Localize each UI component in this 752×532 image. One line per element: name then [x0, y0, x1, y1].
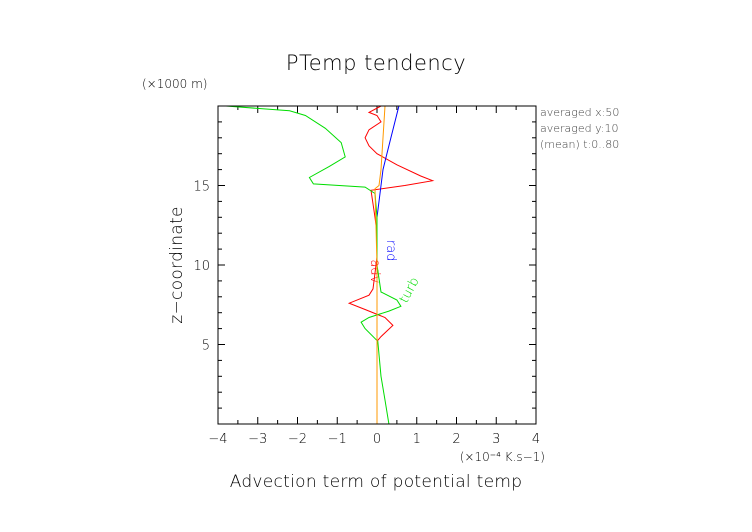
series-line-adv — [347, 105, 435, 424]
series-line-turb — [225, 105, 402, 425]
y-unit-label: (×1000 m) — [142, 77, 207, 91]
ticks: −4 −3 −2 −1 0 1 2 3 4 5 10 15 — [193, 106, 540, 447]
chart-title: PTemp tendency — [286, 51, 466, 75]
series-line-unnamed — [374, 105, 386, 424]
note-averaged-y: averaged y:10 — [540, 122, 619, 135]
y-tick-label: 5 — [202, 339, 210, 354]
x-tick-label: 4 — [532, 432, 540, 447]
note-averaged-x: averaged x:50 — [540, 106, 619, 119]
series-label-rad: rad — [383, 240, 398, 262]
x-axis-label: Advection term of potential temp — [230, 472, 523, 492]
x-tick-label: −4 — [208, 432, 227, 447]
y-axis-label: z−coordinate — [167, 206, 187, 323]
x-unit-label: (×10⁻⁴ K.s−1) — [460, 450, 545, 464]
x-tick-label: 2 — [452, 432, 460, 447]
x-tick-label: −3 — [248, 432, 267, 447]
x-tick-label: −2 — [288, 432, 307, 447]
series-label-adv: adv — [367, 259, 382, 283]
series-label-turb: turb — [397, 275, 423, 306]
x-tick-label: 0 — [373, 432, 381, 447]
note-mean-t: (mean) t:0..80 — [540, 138, 619, 151]
x-tick-label: 1 — [413, 432, 421, 447]
x-tick-label: −1 — [328, 432, 347, 447]
y-tick-label: 15 — [193, 180, 210, 195]
plot-frame — [217, 105, 537, 425]
x-tick-label: 3 — [492, 432, 500, 447]
y-tick-label: 10 — [193, 259, 210, 274]
